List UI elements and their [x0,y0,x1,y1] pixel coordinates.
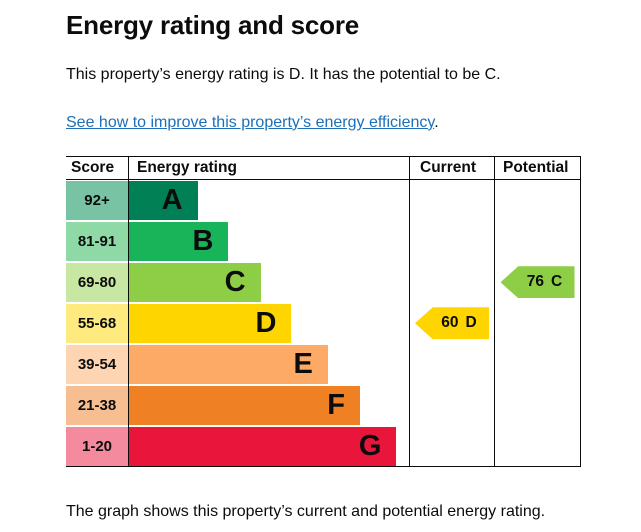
band-bar-cell: C [128,261,409,303]
potential-cell [494,384,581,426]
current-cell: 60 D [409,302,494,344]
current-cell [409,261,494,303]
potential-cell: 76 C [494,261,581,303]
band-bar: F [129,385,360,425]
band-score: 55-68 [66,303,128,343]
band-bar: G [129,426,397,466]
band-bar-cell: B [128,220,409,262]
chart-caption: The graph shows this property’s current … [66,502,546,520]
band-bar: D [129,303,292,343]
page: Energy rating and score This property’s … [66,10,581,520]
header-current: Current [409,156,494,179]
current-cell [409,425,494,467]
band-letter: B [192,224,214,257]
current-cell [409,384,494,426]
band-score: 21-38 [66,385,128,425]
band-row-g: 1-20 G [66,425,581,467]
band-bar: C [129,262,261,302]
band-row-d: 55-68 D 60 D [66,302,581,344]
band-row-a: 92+ A [66,179,581,221]
band-letter: F [327,388,345,421]
header-energy-rating: Energy rating [128,156,409,179]
link-suffix: . [434,113,439,131]
improve-link-line: See how to improve this property’s energ… [66,114,581,132]
potential-cell [494,220,581,262]
band-letter: G [358,429,382,462]
potential-value: 76 [526,273,545,291]
band-bar-cell: F [128,384,409,426]
potential-cell [494,425,581,467]
current-band: D [465,314,477,332]
header-score: Score [71,158,115,176]
band-row-c: 69-80 C 76 C [66,261,581,303]
band-row-e: 39-54 E [66,343,581,385]
potential-band: C [551,273,563,291]
band-letter: A [161,183,183,216]
current-value: 60 [441,314,459,332]
potential-rating-arrow: 76 C [500,266,575,299]
current-cell [409,343,494,385]
band-bar-cell: A [128,179,409,221]
page-title: Energy rating and score [66,10,360,40]
band-score: 81-91 [66,221,128,261]
band-bar: E [129,344,328,384]
band-bar: B [129,221,229,261]
header-potential: Potential [494,156,581,179]
band-bar-cell: G [128,425,409,467]
band-score: 1-20 [66,426,128,466]
potential-cell [494,179,581,221]
band-score: 92+ [66,180,128,220]
improve-efficiency-link[interactable]: See how to improve this property’s energ… [66,113,435,131]
band-bar-cell: E [128,343,409,385]
current-rating-arrow: 60 D [415,307,489,340]
band-score: 69-80 [66,262,128,302]
band-bar: A [129,180,198,220]
chart-header-row: Score Energy rating Current Potential [66,155,581,180]
band-row-b: 81-91 B [66,220,581,262]
current-cell [409,220,494,262]
band-score: 39-54 [66,344,128,384]
potential-cell [494,343,581,385]
band-letter: D [255,306,277,339]
intro-text: This property’s energy rating is D. It h… [66,66,501,83]
energy-rating-chart: Score Energy rating Current Potential 92… [66,155,581,467]
band-row-f: 21-38 F [66,384,581,426]
band-letter: E [293,347,313,380]
band-letter: C [224,265,246,298]
potential-cell [494,302,581,344]
current-cell [409,179,494,221]
band-bar-cell: D [128,302,409,344]
